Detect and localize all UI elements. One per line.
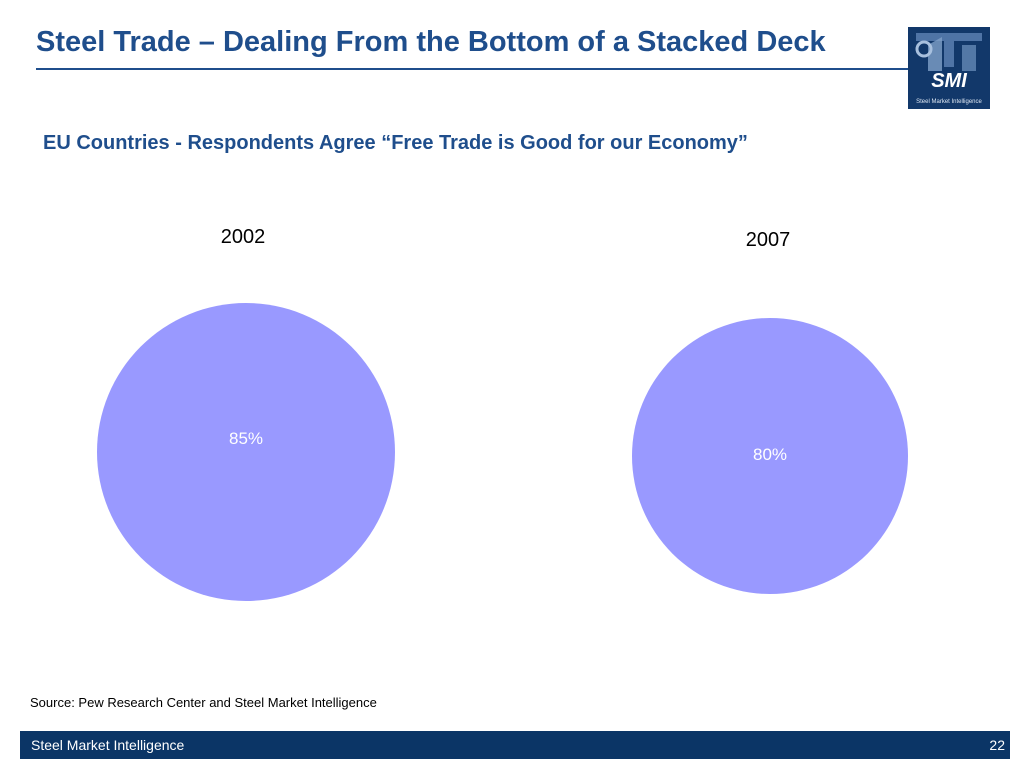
smi-logo: SMI Steel Market Intelligence [908,27,990,109]
footer-company: Steel Market Intelligence [31,737,185,753]
pie-title-0: 2002 [221,226,266,248]
pie-slice-1-0 [632,318,908,594]
chart-subtitle: EU Countries - Respondents Agree “Free T… [43,132,748,154]
pie-data-label-0: 85% [229,429,263,448]
title-divider [36,68,908,70]
pie-data-label-1: 80% [753,445,787,464]
footer-bar: Steel Market Intelligence 22 [20,731,1010,759]
pie-title-1: 2007 [746,229,791,251]
svg-text:Steel Market Intelligence: Steel Market Intelligence [916,99,982,105]
page-number: 22 [989,737,1005,753]
source-note: Source: Pew Research Center and Steel Ma… [30,695,377,710]
smi-logo-graphic: SMI Steel Market Intelligence [908,27,990,109]
svg-text:SMI: SMI [931,70,967,92]
pie-slice-0-0 [97,303,395,601]
page-title: Steel Trade – Dealing From the Bottom of… [36,26,826,58]
